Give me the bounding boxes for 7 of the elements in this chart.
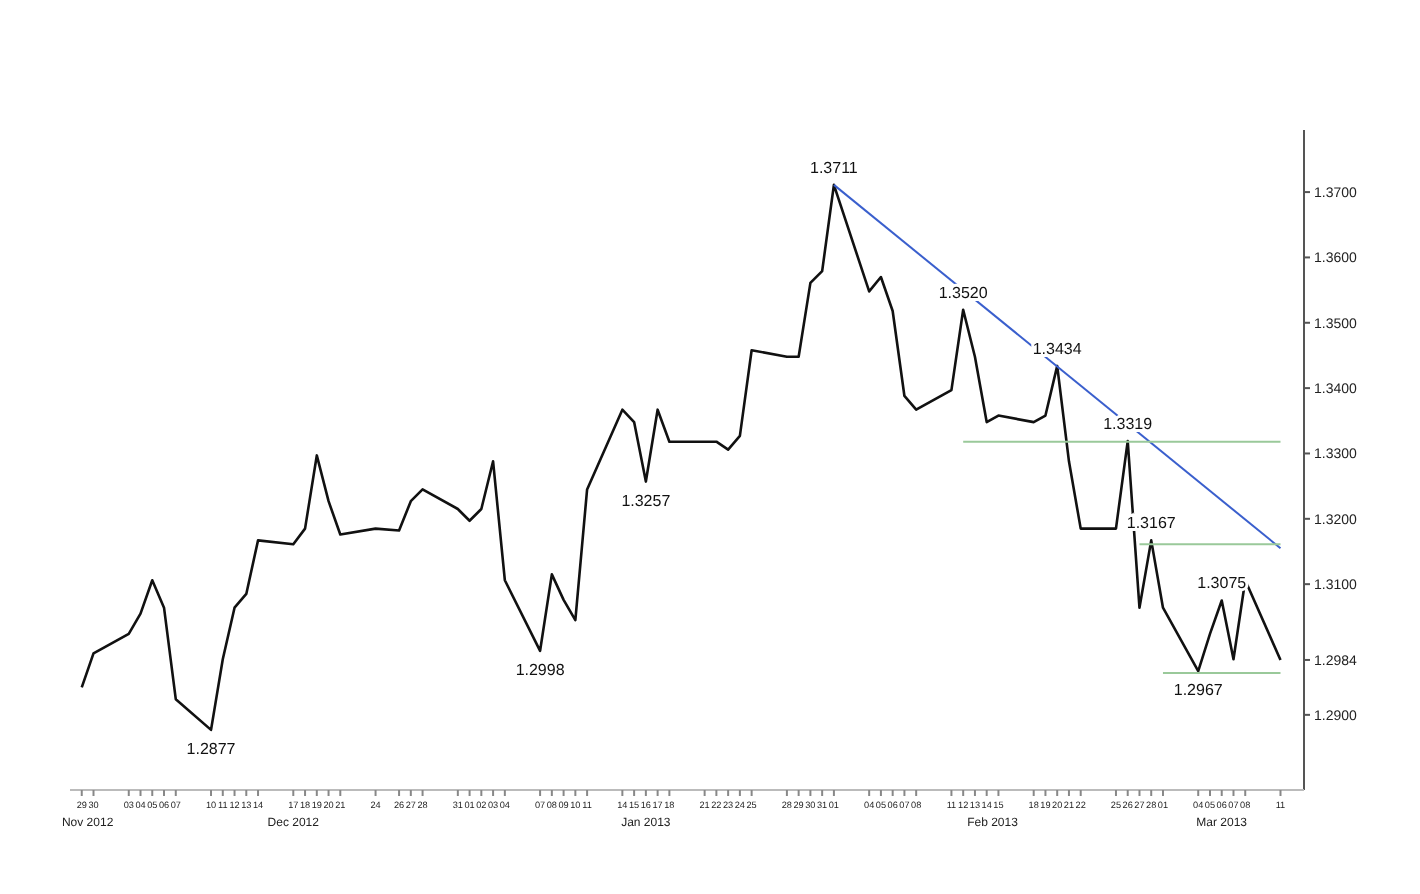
annotation: 1.2998 (515, 660, 566, 679)
annotation: 1.2967 (1173, 681, 1224, 700)
annotation: 1.3711 (810, 158, 859, 177)
line-series (80, 183, 1282, 732)
annotation: 1.3434 (1032, 339, 1083, 358)
annotation: 1.3257 (621, 491, 672, 510)
annotation: 1.2877 (186, 739, 237, 758)
